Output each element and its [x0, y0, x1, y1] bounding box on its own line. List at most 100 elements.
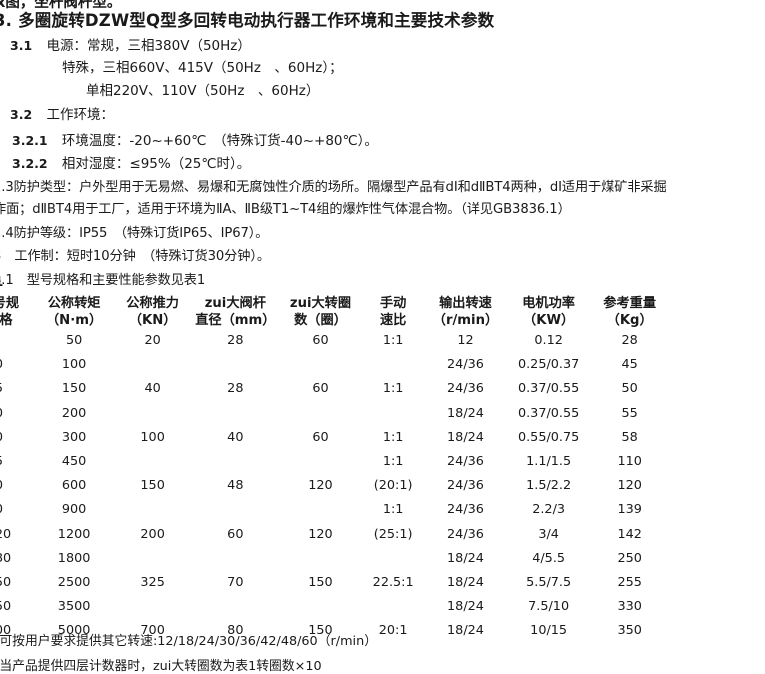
table-row: Z20 200 18/24 0.37/0.55 55	[0, 402, 668, 426]
cell-speed: 24/36	[447, 502, 484, 518]
cell-power: 3/4	[538, 526, 559, 542]
cell-ratio	[361, 595, 425, 619]
section-3-1-line2-text: 特殊，三相660V、415V（50Hz 、60Hz）；	[62, 60, 343, 76]
cell-torque: 900	[61, 502, 87, 518]
table-row: Z120 1200 200 60 120 (25:1) 24/36 3/4 14…	[0, 523, 668, 547]
cell-thrust	[114, 595, 191, 619]
cell-turns	[280, 498, 362, 522]
cell-speed: 18/24	[447, 405, 484, 421]
cell-ratio: 1:1	[382, 502, 404, 518]
cell-model: Z500	[0, 623, 12, 639]
cell-speed: 18/24	[447, 599, 484, 615]
table-row: Z60 600 150 48 120 (20:1) 24/36 1.5/2.2 …	[0, 474, 668, 498]
cell-model: Z30	[0, 426, 34, 450]
header-motor-power-line1: 电机功率	[522, 296, 575, 311]
cell-thrust: 700	[140, 623, 165, 639]
cell-turns: 120	[308, 478, 333, 494]
header-motor-power-line2: （KW）	[523, 313, 575, 328]
cell-turns: 150	[308, 575, 333, 591]
section-3-1: 3.1 电源：常规，三相380V（50Hz）	[10, 34, 251, 54]
footnote-2: : 当产品提供四层计数器时，zui大转圈数为表1转圈数×10	[0, 659, 322, 674]
cell-speed: 24/36	[447, 454, 484, 470]
cell-power: 0.12	[534, 333, 563, 348]
cell-weight: 139	[617, 502, 642, 518]
cell-power: 5.5/7.5	[526, 575, 572, 591]
cell-model: Z180	[0, 550, 12, 566]
paragraph-protection-type-line2: 作面；dⅡBT4用于工厂，适用于环境为ⅡA、ⅡB级T1~T4组的爆炸性气体混合物…	[0, 202, 571, 217]
header-turns: zui大转圈 数（圈）	[280, 295, 362, 329]
cell-weight: 255	[617, 575, 642, 591]
cell-thrust: 20	[144, 333, 161, 348]
section-3-2-2-text: 相对湿度：≤95%（25℃时）。	[61, 156, 251, 172]
cell-power: 0.55/0.75	[517, 429, 580, 445]
cell-stem: 28	[227, 333, 244, 348]
table-row: Z45 450 1:1 24/36 1.1/1.5 110	[0, 450, 668, 474]
cell-thrust: 150	[140, 478, 165, 494]
section-3-1-text: 电源：常规，三相380V（50Hz）	[46, 38, 251, 54]
table-row: Z90 900 1:1 24/36 2.2/3 139	[0, 498, 668, 522]
cell-model: Z20	[0, 402, 34, 426]
cell-model: Z5	[0, 329, 34, 353]
cell-ratio	[361, 402, 425, 426]
cell-ratio: 20:1	[378, 623, 408, 639]
cell-torque: 150	[61, 381, 87, 397]
header-weight: 参考重量 （Kg）	[591, 295, 668, 329]
cell-model: Z250	[0, 575, 12, 591]
cut-off-previous-line: x图，坐杆阀杆型。	[0, 0, 122, 11]
table-row: Z30 300 100 40 60 1:1 18/24 0.55/0.75 58	[0, 426, 668, 450]
table-row: Z15 150 40 28 60 1:1 24/36 0.37/0.55 50	[0, 377, 668, 401]
spec-table-head: 号规 格 公称转矩 （N·m） 公称推力 （KN） zui大阀杆 直径（mm） …	[0, 295, 668, 329]
cell-thrust	[114, 353, 191, 377]
section-3-1-number: 3.1	[10, 38, 33, 53]
section-3-1-line3-text: 单相220V、110V（50Hz 、60Hz）	[86, 83, 320, 99]
paragraph-duty-cycle: 3 工作制：短时10分钟 （特殊订货30分钟）。	[0, 249, 270, 264]
header-thrust-line1: 公称推力	[126, 296, 179, 311]
cell-weight: 50	[621, 381, 638, 397]
cell-power: 1.5/2.2	[526, 478, 572, 494]
section-3-2-2: 3.2.2 相对湿度：≤95%（25℃时）。	[12, 152, 250, 172]
section-3-2-1-number: 3.2.1	[12, 133, 48, 148]
cell-thrust: 100	[140, 429, 165, 445]
header-output-speed: 输出转速 （r/min）	[425, 295, 506, 329]
cell-turns	[280, 595, 362, 619]
cell-model: Z15	[0, 377, 34, 401]
cell-model: Z60	[0, 474, 34, 498]
cell-model: Z120	[0, 526, 12, 542]
header-weight-line2: （Kg）	[606, 313, 653, 328]
cell-thrust	[114, 402, 191, 426]
cell-weight: 142	[617, 526, 642, 542]
cell-power: 2.2/3	[532, 502, 566, 518]
table-row: Z500 5000 700 80 150 20:1 18/24 10/15 35…	[0, 619, 668, 643]
section-3-2-2-number: 3.2.2	[12, 156, 48, 171]
cell-weight: 350	[617, 623, 642, 639]
cell-weight: 58	[621, 429, 638, 445]
cell-ratio: 1:1	[382, 454, 404, 470]
cell-ratio: (25:1)	[373, 526, 413, 542]
cell-turns	[280, 353, 362, 377]
cell-power: 10/15	[530, 623, 568, 639]
cell-model: Z10	[0, 353, 34, 377]
cell-stem	[191, 402, 280, 426]
section-3-1-line3: 单相220V、110V（50Hz 、60Hz）	[86, 79, 319, 99]
cell-power: 1.1/1.5	[526, 454, 572, 470]
cell-stem	[191, 498, 280, 522]
cell-turns: 120	[308, 526, 333, 542]
header-turns-line2: 数（圈）	[294, 313, 347, 328]
cell-model: Z90	[0, 498, 34, 522]
cell-weight: 330	[617, 599, 642, 615]
table-number-label: 1	[0, 274, 3, 290]
cell-weight: 110	[617, 454, 642, 470]
cell-turns: 60	[312, 381, 329, 397]
cell-speed: 18/24	[447, 575, 484, 591]
cell-stem	[191, 595, 280, 619]
cell-stem: 70	[227, 575, 244, 591]
cell-torque: 200	[61, 405, 87, 421]
cell-speed: 24/36	[447, 478, 484, 494]
cell-thrust	[114, 498, 191, 522]
footnote-1: : 可按用户要求提供其它转速:12/18/24/30/36/42/48/60（r…	[0, 634, 377, 649]
cell-power: 4/5.5	[532, 550, 566, 566]
spec-table-header-row: 号规 格 公称转矩 （N·m） 公称推力 （KN） zui大阀杆 直径（mm） …	[0, 295, 668, 329]
section-3-2-1: 3.2.1 环境温度：-20~+60℃ （特殊订货-40~+80℃）。	[12, 129, 378, 149]
header-stem-diameter: zui大阀杆 直径（mm）	[191, 295, 280, 329]
